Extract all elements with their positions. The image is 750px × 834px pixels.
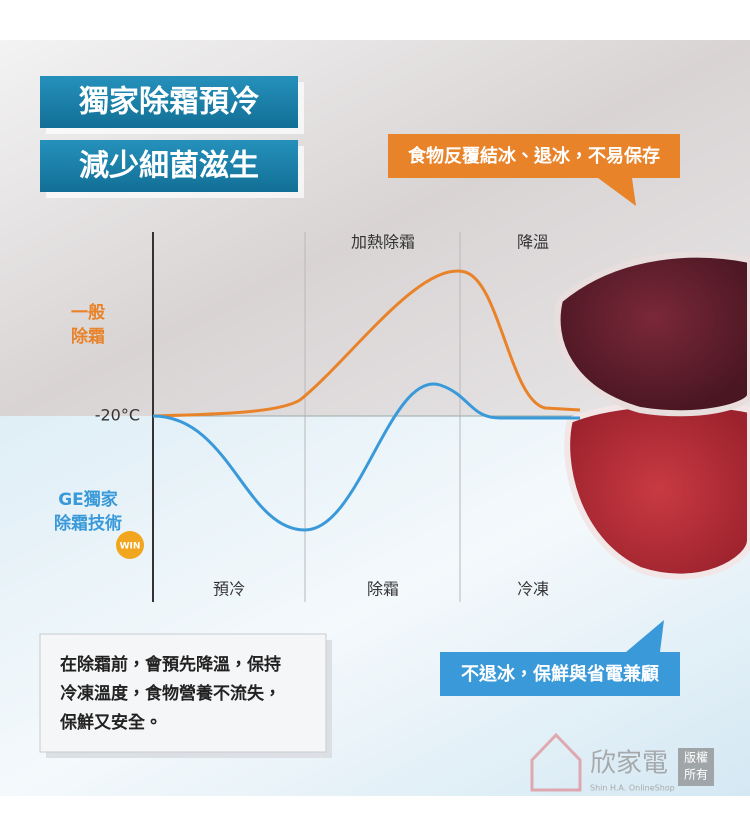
- watermark-logo: [530, 732, 582, 792]
- phase-label: 降溫: [517, 233, 549, 252]
- general-curve: [152, 269, 581, 418]
- phase-label: 預冷: [213, 580, 245, 599]
- callout-text: 食物反覆結冰、退冰，不易保存: [408, 145, 660, 167]
- headline-text: 獨家除霜預冷: [79, 85, 260, 120]
- note-box: [39, 633, 327, 753]
- watermark-rights: 版權: [684, 751, 708, 765]
- ge-label: 除霜技術: [54, 513, 122, 534]
- callout-box: [388, 134, 680, 178]
- phase-label: 冷凍: [517, 580, 549, 599]
- temperature-label: -20°C: [95, 406, 140, 425]
- phase-label: 加熱除霜: [351, 233, 415, 252]
- headline-box: [40, 140, 298, 192]
- note-text: 在除霜前，會預先降溫，保持: [60, 654, 281, 675]
- meat-thawed: [554, 251, 750, 417]
- win-badge: [116, 531, 144, 559]
- callout-tail: [626, 620, 664, 652]
- callout-box: [440, 652, 680, 696]
- watermark-rights: 所有: [684, 768, 708, 782]
- note-text: 保鮮又安全。: [59, 712, 162, 733]
- headline-text: 減少細菌滋生: [79, 149, 259, 184]
- general-label: 一般: [71, 302, 105, 323]
- watermark-english: Shin H.A. OnlineShop: [590, 784, 675, 793]
- watermark-brand: 欣家電: [590, 749, 668, 779]
- headline-box: [40, 76, 298, 128]
- win-badge-text: WIN: [120, 542, 141, 552]
- phase-label: 除霜: [367, 580, 399, 599]
- note-text: 冷凍溫度，食物營養不流失，: [60, 683, 281, 704]
- ge-curve: [152, 382, 580, 532]
- callout-tail: [598, 178, 636, 206]
- callout-text: 不退冰，保鮮與省電兼顧: [461, 663, 659, 685]
- general-label: 除霜: [71, 326, 105, 347]
- ge-label: GE獨家: [58, 489, 118, 510]
- watermark-badge: [678, 748, 714, 786]
